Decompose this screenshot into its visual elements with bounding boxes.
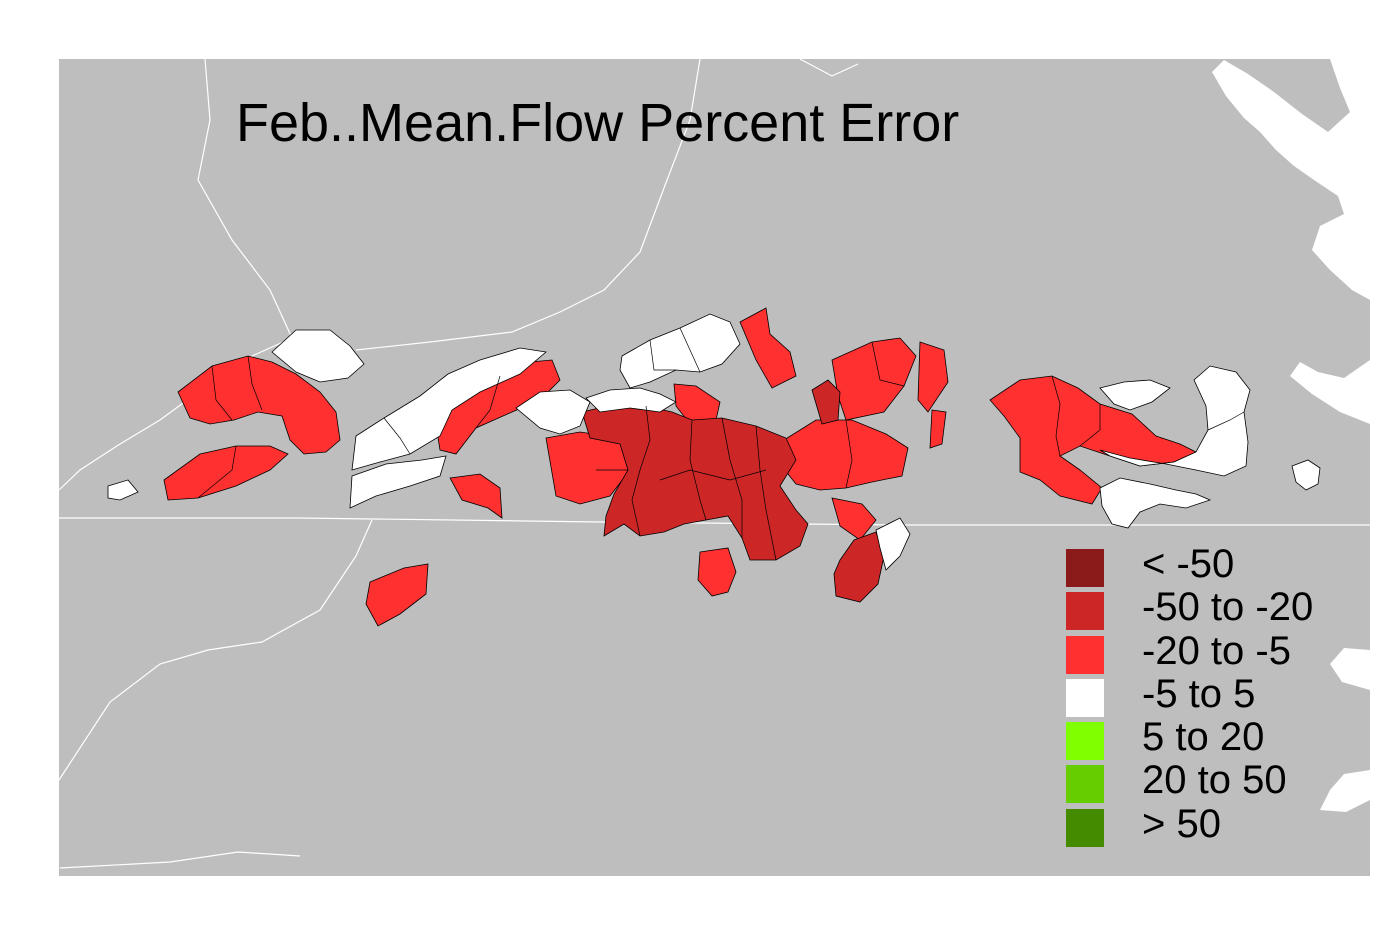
legend-label: 5 to 20	[1142, 715, 1265, 760]
watersheds-5-to-5	[107, 313, 1321, 571]
watersheds-50-to-20	[581, 379, 885, 603]
legend-swatch	[1066, 549, 1104, 587]
watersheds-20-to-5	[163, 307, 1197, 627]
legend-label: > 50	[1142, 801, 1221, 846]
legend-swatch	[1066, 765, 1104, 804]
coastal-water	[1330, 648, 1370, 690]
subbasin-lines	[197, 327, 1245, 561]
legend-swatch	[1066, 722, 1104, 761]
legend-label: -5 to 5	[1142, 671, 1256, 716]
legend-swatch	[1066, 678, 1104, 717]
legend-label: -20 to -5	[1142, 628, 1291, 673]
legend-swatch	[1066, 635, 1104, 674]
legend-swatch	[1066, 592, 1104, 631]
legend-label: -50 to -20	[1142, 585, 1314, 630]
legend-swatch	[1066, 808, 1104, 847]
state-boundaries	[58, 58, 1370, 869]
coastal-water	[1320, 770, 1370, 812]
coastal-water	[1212, 59, 1370, 300]
map-title: Feb..Mean.Flow Percent Error	[236, 93, 960, 153]
coastal-water	[1290, 360, 1370, 424]
legend-label: < -50	[1142, 542, 1235, 586]
legend-label: 20 to 50	[1142, 758, 1287, 803]
